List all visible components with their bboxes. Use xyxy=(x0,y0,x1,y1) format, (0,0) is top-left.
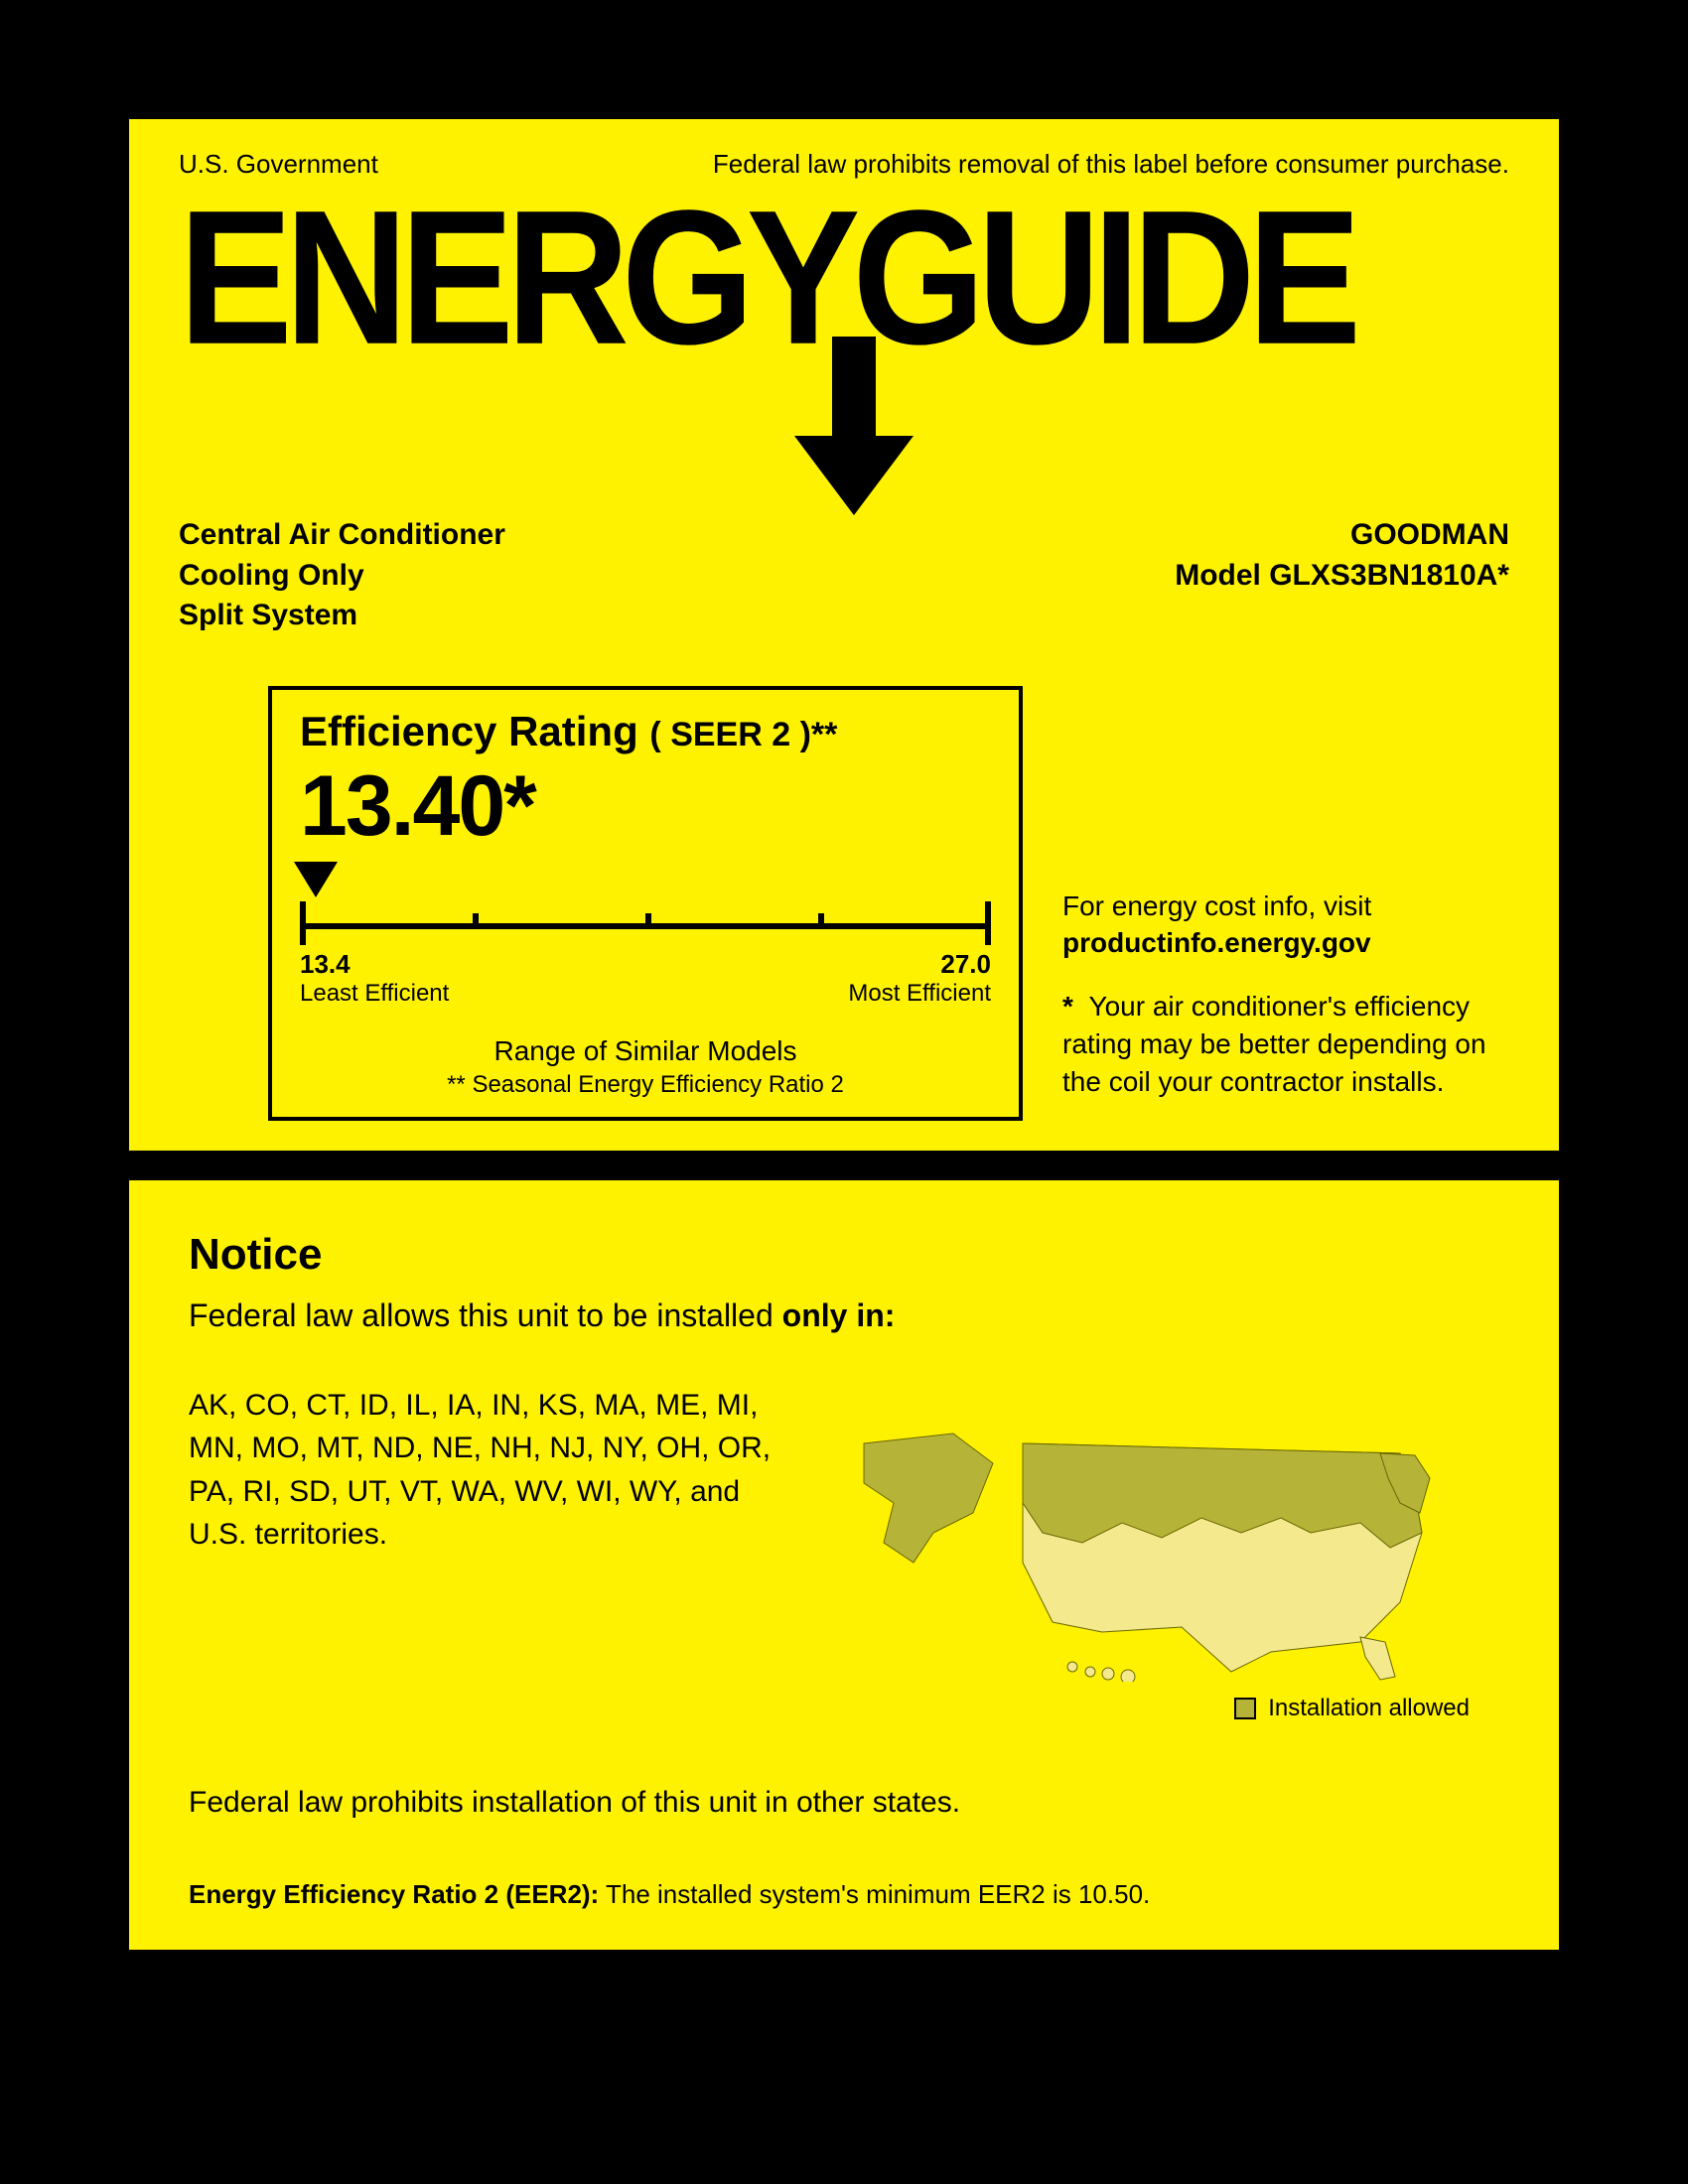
brand: GOODMAN xyxy=(1175,515,1509,556)
energyguide-label: U.S. Government Federal law prohibits re… xyxy=(129,119,1559,1950)
info-line1: For energy cost info, visit xyxy=(1062,890,1371,921)
map-legend: Installation allowed xyxy=(1234,1695,1470,1722)
notice-heading: Notice xyxy=(189,1230,1499,1280)
range-caption: Range of Similar Models xyxy=(300,1035,991,1067)
scale-max: 27.0 xyxy=(940,949,991,980)
legend-text: Installation allowed xyxy=(1268,1695,1470,1722)
product-type-3: Split System xyxy=(179,596,505,636)
efficiency-rating-box: Efficiency Rating ( SEER 2 )** 13.40* 13… xyxy=(268,686,1023,1121)
scale-tick-minor-1 xyxy=(473,913,479,925)
rating-metric: ( SEER 2 )** xyxy=(649,716,837,753)
product-row: Central Air Conditioner Cooling Only Spl… xyxy=(179,515,1509,636)
notice-lead-bold: only in: xyxy=(782,1297,896,1333)
range-footnote: ** Seasonal Energy Efficiency Ratio 2 xyxy=(300,1071,991,1099)
eer-line: Energy Efficiency Ratio 2 (EER2): The in… xyxy=(189,1879,1499,1910)
states-row: AK, CO, CT, ID, IL, IA, IN, KS, MA, ME, … xyxy=(189,1384,1499,1687)
eer-label: Energy Efficiency Ratio 2 (EER2): xyxy=(189,1879,599,1909)
bottom-panel: Notice Federal law allows this unit to b… xyxy=(129,1180,1559,1950)
product-type: Central Air Conditioner Cooling Only Spl… xyxy=(179,515,505,636)
asterisk-mark: * xyxy=(1062,991,1073,1022)
asterisk-text: Your air conditioner's efficiency rating… xyxy=(1062,991,1486,1097)
states-list: AK, CO, CT, ID, IL, IA, IN, KS, MA, ME, … xyxy=(189,1384,804,1557)
scale-min: 13.4 xyxy=(300,949,351,980)
map-wrap: Installation allowed xyxy=(844,1384,1499,1687)
rating-title-text: Efficiency Rating xyxy=(300,708,638,754)
scale-tick-minor-2 xyxy=(645,913,651,925)
efficiency-scale xyxy=(300,901,991,947)
product-ident: GOODMAN Model GLXS3BN1810A* xyxy=(1175,515,1509,636)
rating-value: 13.40* xyxy=(300,757,991,856)
logo: ENERGYGUIDE xyxy=(179,188,1509,386)
mid-row: Efficiency Rating ( SEER 2 )** 13.40* 13… xyxy=(179,686,1509,1121)
arrow-down-icon xyxy=(794,337,914,515)
scale-min-label: Least Efficient xyxy=(300,980,449,1008)
us-map-icon xyxy=(844,1384,1440,1682)
model: Model GLXS3BN1810A* xyxy=(1175,556,1509,597)
scale-values: 13.4 27.0 xyxy=(300,949,991,980)
pointer-triangle-icon xyxy=(294,862,338,897)
info-url: productinfo.energy.gov xyxy=(1062,927,1371,958)
top-panel: U.S. Government Federal law prohibits re… xyxy=(129,119,1559,1180)
rating-title: Efficiency Rating ( SEER 2 )** xyxy=(300,708,991,755)
product-type-1: Central Air Conditioner xyxy=(179,515,505,556)
scale-captions: Least Efficient Most Efficient xyxy=(300,980,991,1008)
prohibit-line: Federal law prohibits installation of th… xyxy=(189,1786,1499,1820)
legend-swatch-icon xyxy=(1234,1698,1256,1719)
scale-tick-minor-3 xyxy=(818,913,824,925)
scale-max-label: Most Efficient xyxy=(848,980,991,1008)
info-column: For energy cost info, visit productinfo.… xyxy=(1062,887,1509,1121)
notice-lead: Federal law allows this unit to be insta… xyxy=(189,1297,1499,1334)
scale-tick-left xyxy=(300,901,306,945)
product-type-2: Cooling Only xyxy=(179,556,505,597)
eer-text: The installed system's minimum EER2 is 1… xyxy=(599,1879,1150,1909)
notice-lead-prefix: Federal law allows this unit to be insta… xyxy=(189,1297,782,1333)
scale-tick-right xyxy=(985,901,991,945)
